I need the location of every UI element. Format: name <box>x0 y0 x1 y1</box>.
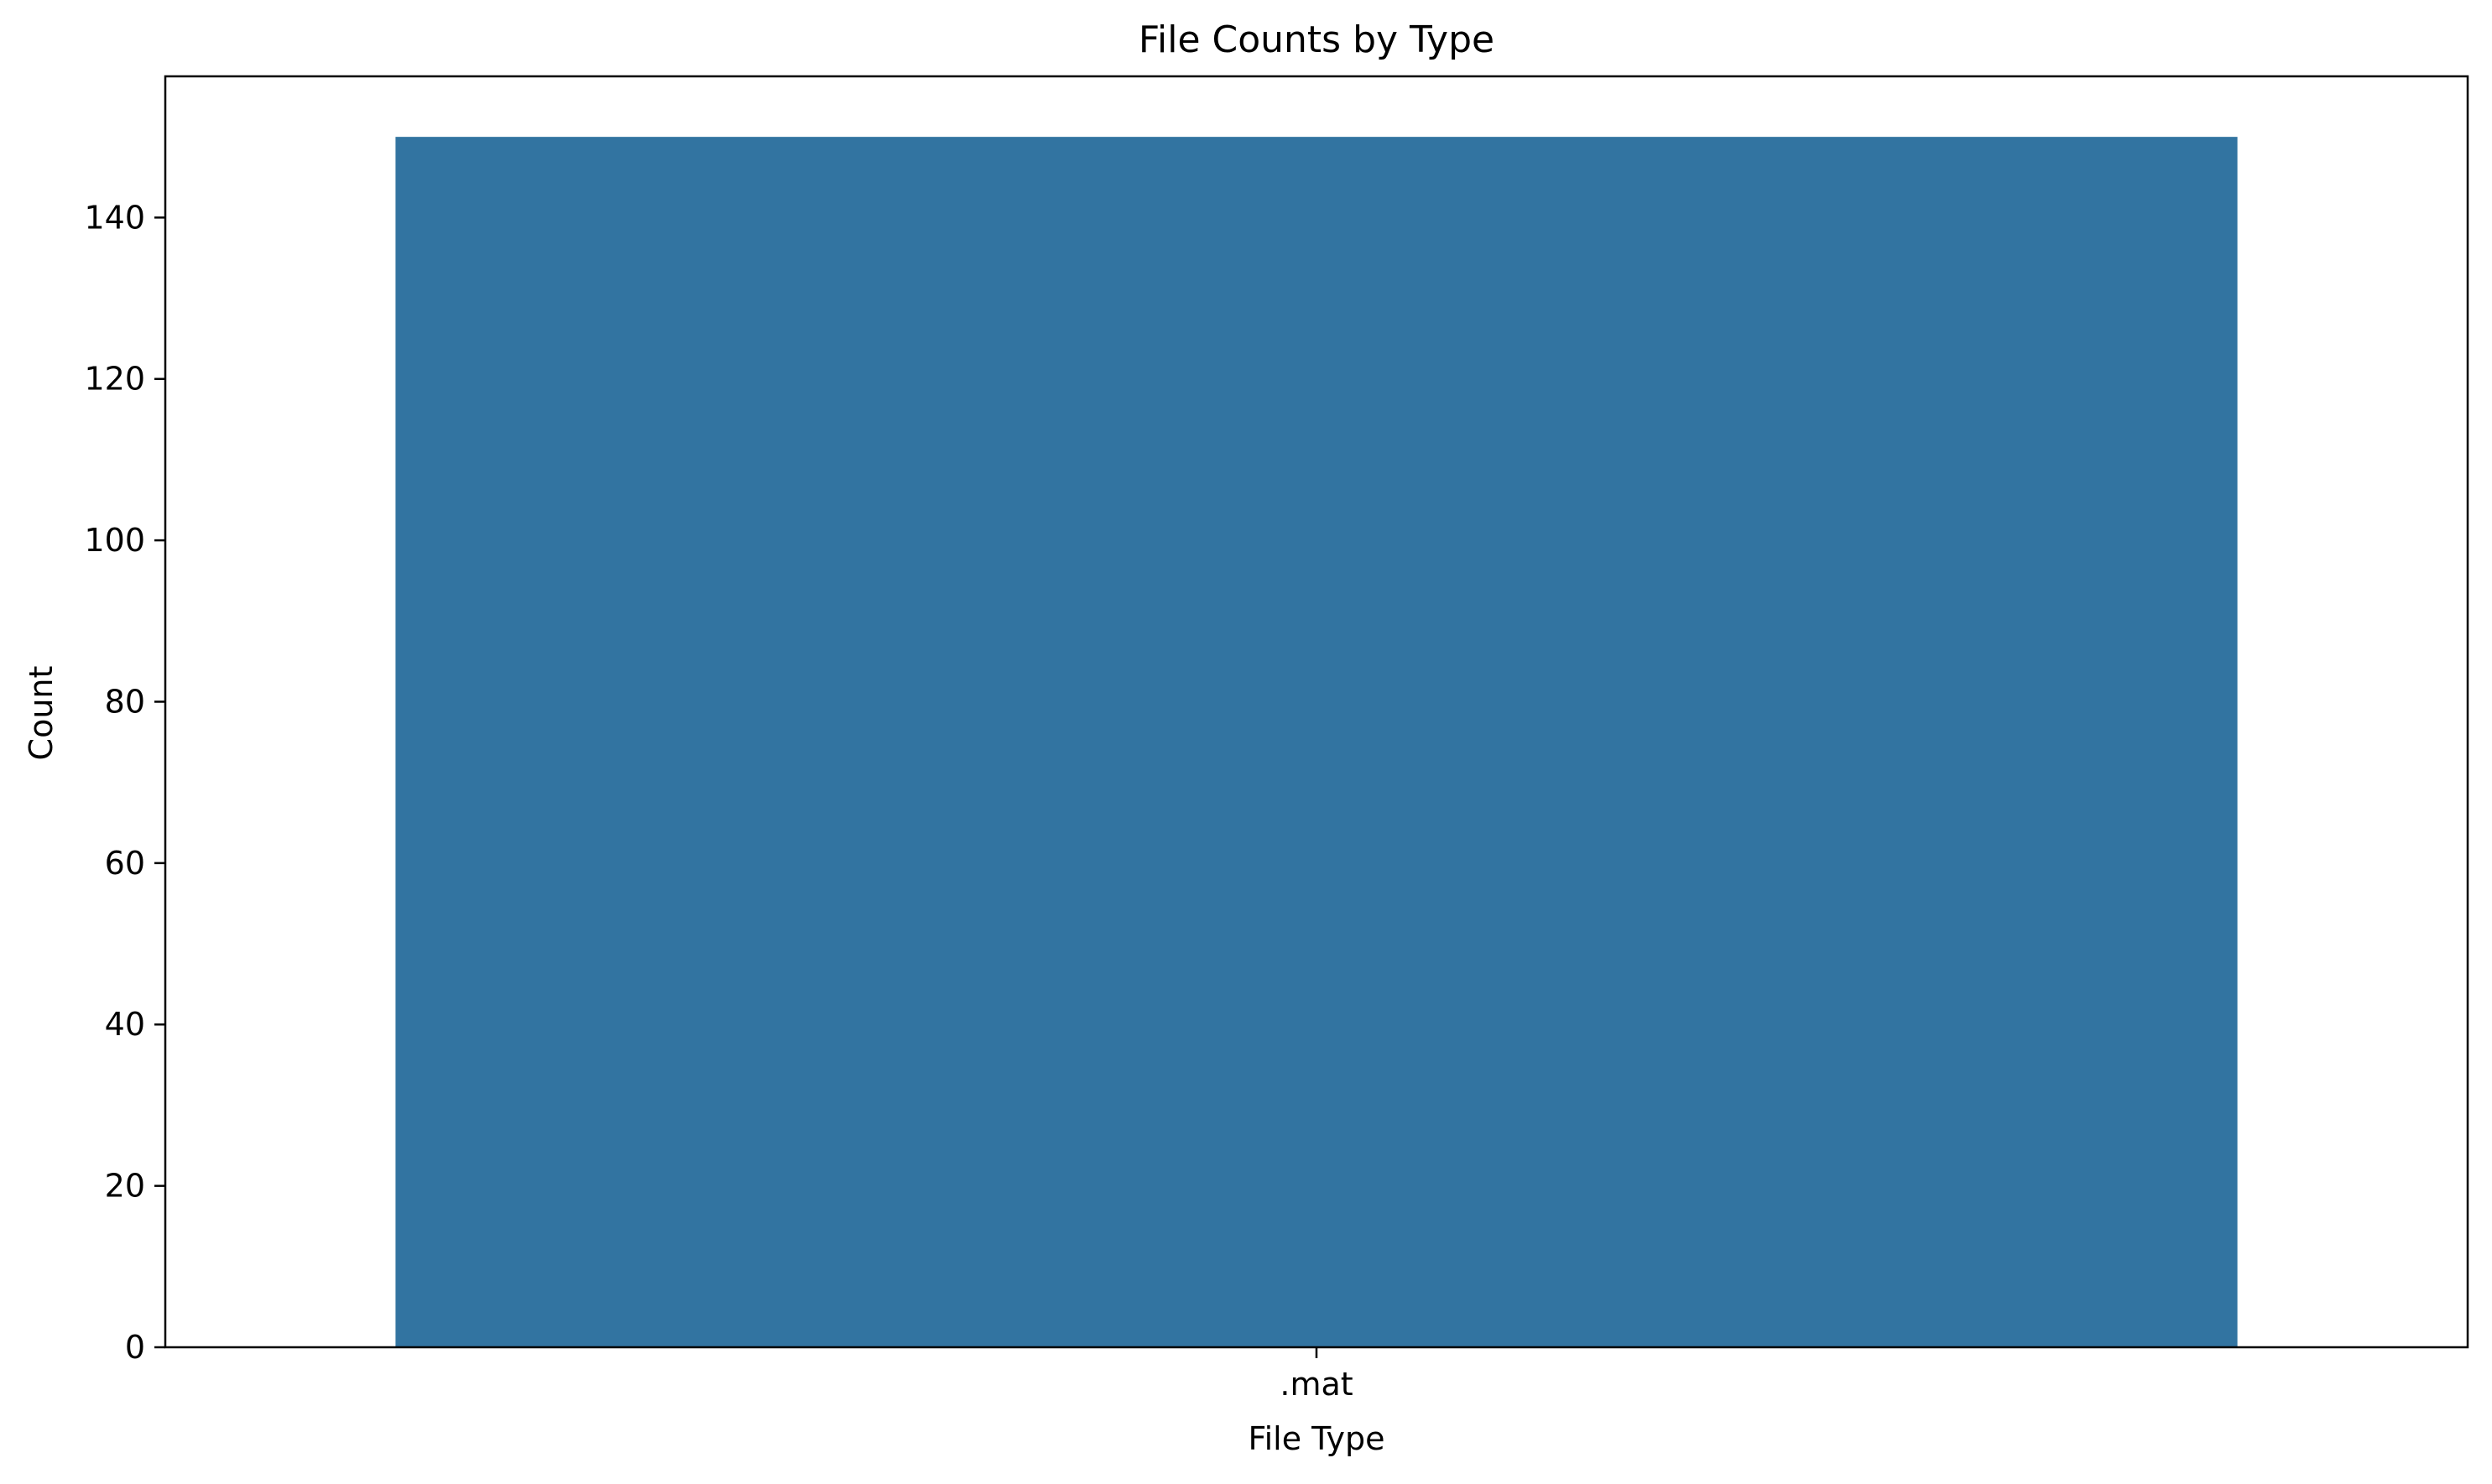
y-axis-ticks: 0 20 40 60 80 100 120 140 <box>84 199 165 1366</box>
y-tick-label: 140 <box>84 199 145 236</box>
bar-mat <box>395 137 2238 1348</box>
y-tick-label: 40 <box>105 1006 145 1043</box>
chart-title: File Counts by Type <box>1139 18 1494 61</box>
y-tick-label: 60 <box>105 845 145 882</box>
x-axis-ticks: .mat <box>1280 1347 1353 1403</box>
y-tick-label: 20 <box>105 1168 145 1205</box>
y-tick-label: 100 <box>84 522 145 559</box>
y-tick-label: 0 <box>125 1329 145 1366</box>
y-tick-label: 80 <box>105 683 145 720</box>
plot-frame <box>164 75 2469 1349</box>
bars-layer <box>395 137 2238 1348</box>
y-axis-label: Count <box>23 666 60 761</box>
y-tick-label: 120 <box>84 361 145 398</box>
x-tick-label: .mat <box>1280 1366 1353 1403</box>
x-axis-label: File Type <box>1249 1420 1385 1457</box>
